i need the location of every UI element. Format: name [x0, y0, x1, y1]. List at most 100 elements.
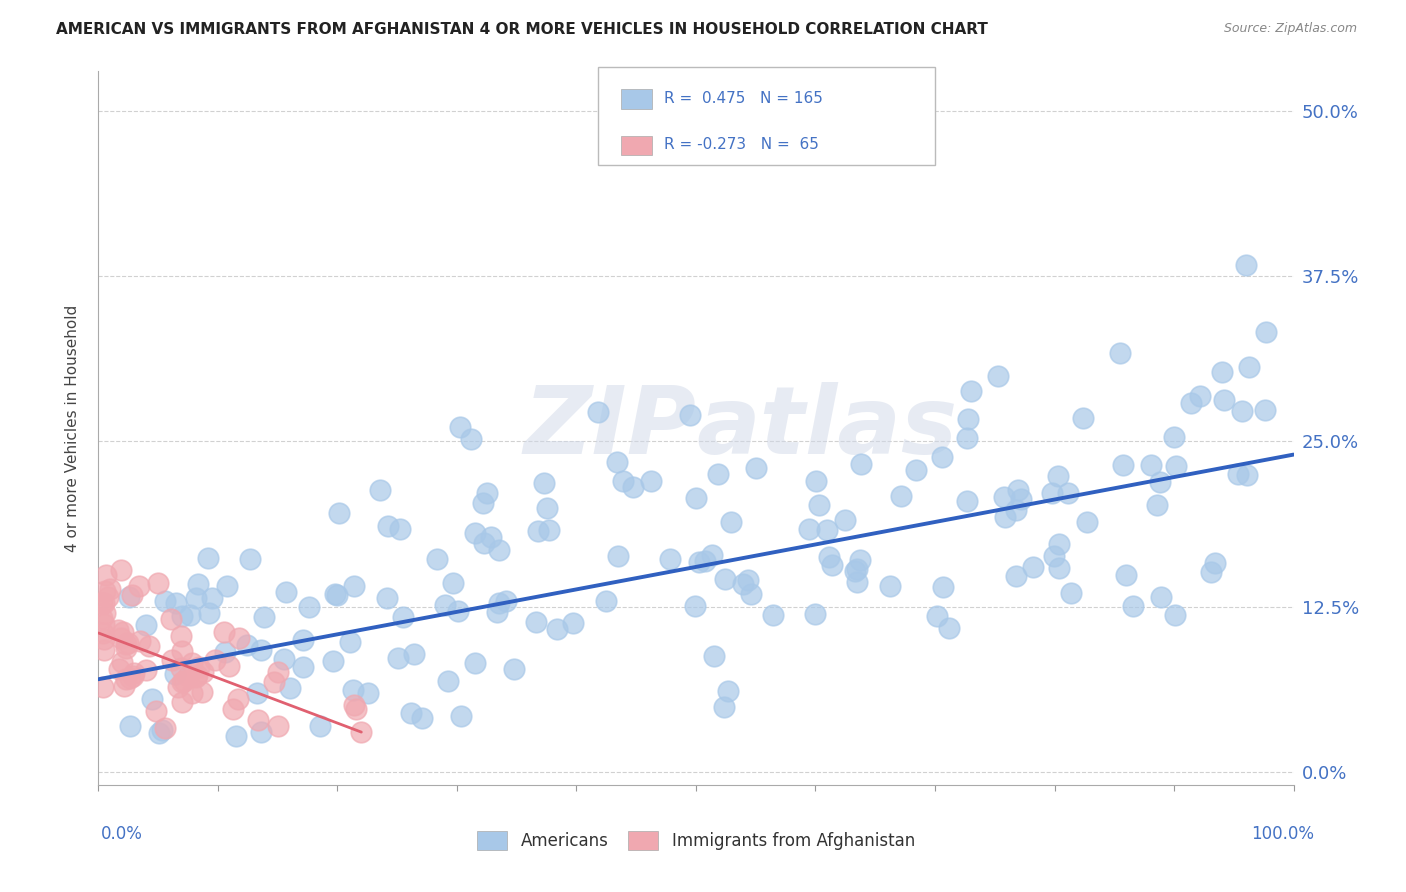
Point [1112, 458, 1135, 472]
Point [845, 562, 868, 576]
Point [1236, 468, 1258, 483]
Point [404, 647, 426, 661]
Point [165, 596, 187, 610]
Point [426, 552, 449, 566]
Point [375, 591, 398, 605]
Point [170, 629, 193, 643]
Point [851, 457, 873, 471]
Point [389, 523, 412, 537]
Point [804, 607, 827, 622]
Text: ZIP: ZIP [523, 382, 696, 475]
Point [745, 460, 768, 475]
Point [1109, 346, 1132, 360]
Point [94, 583, 117, 598]
Point [536, 501, 558, 516]
Point [309, 719, 332, 733]
Point [464, 525, 486, 540]
Point [93, 616, 115, 631]
Point [640, 474, 662, 488]
Point [606, 455, 628, 469]
Point [693, 554, 716, 568]
Point [1021, 559, 1043, 574]
Text: R =  0.475   N = 165: R = 0.475 N = 165 [664, 91, 823, 105]
Point [170, 695, 193, 709]
Point [890, 489, 912, 503]
Point [714, 572, 737, 586]
Point [368, 483, 391, 498]
Point [834, 513, 856, 527]
Point [1227, 467, 1250, 482]
Text: 100.0%: 100.0% [1251, 825, 1315, 843]
Point [1189, 389, 1212, 403]
Point [1059, 586, 1081, 600]
Point [128, 579, 150, 593]
Point [1201, 566, 1223, 580]
Point [253, 610, 276, 624]
Point [170, 609, 193, 624]
Point [527, 524, 550, 538]
Point [956, 431, 979, 445]
Point [173, 673, 195, 688]
Point [212, 625, 235, 640]
Point [197, 606, 219, 620]
Point [342, 698, 364, 713]
Point [226, 691, 249, 706]
Point [350, 725, 373, 739]
Point [1115, 567, 1137, 582]
Point [818, 549, 841, 564]
Text: 0.0%: 0.0% [101, 825, 143, 843]
Point [292, 633, 315, 648]
Point [93, 643, 115, 657]
Point [1122, 599, 1144, 614]
Point [595, 594, 617, 608]
Point [112, 624, 135, 639]
Point [246, 686, 269, 700]
Point [339, 635, 361, 649]
Point [938, 621, 960, 635]
Point [1164, 607, 1187, 622]
Point [218, 658, 240, 673]
Point [994, 509, 1017, 524]
Point [135, 663, 157, 677]
Point [820, 558, 842, 572]
Point [700, 548, 723, 562]
Text: atlas: atlas [696, 382, 957, 475]
Point [107, 623, 129, 637]
Point [225, 729, 247, 743]
Point [377, 518, 399, 533]
Point [215, 579, 238, 593]
Point [904, 463, 927, 477]
Point [1180, 396, 1202, 410]
Point [471, 495, 494, 509]
Point [273, 652, 295, 666]
Point [717, 683, 740, 698]
Point [845, 574, 868, 589]
Point [927, 609, 949, 624]
Point [931, 450, 953, 465]
Point [236, 639, 259, 653]
Point [733, 577, 755, 591]
Point [250, 725, 273, 739]
Point [120, 719, 142, 733]
Point [460, 432, 482, 446]
Point [932, 580, 955, 594]
Point [91, 596, 114, 610]
Point [228, 631, 250, 645]
Point [93, 597, 115, 611]
Point [993, 490, 1015, 504]
Point [145, 704, 167, 718]
Point [1237, 359, 1260, 374]
Point [524, 615, 547, 629]
Point [1047, 537, 1070, 551]
Point [621, 480, 644, 494]
Point [179, 607, 201, 622]
Point [91, 681, 114, 695]
Point [449, 419, 471, 434]
Point [204, 653, 226, 667]
Legend: Americans, Immigrants from Afghanistan: Americans, Immigrants from Afghanistan [468, 822, 924, 859]
Point [118, 590, 141, 604]
Point [343, 579, 366, 593]
Point [138, 639, 160, 653]
Point [1005, 569, 1028, 583]
Point [110, 632, 132, 646]
